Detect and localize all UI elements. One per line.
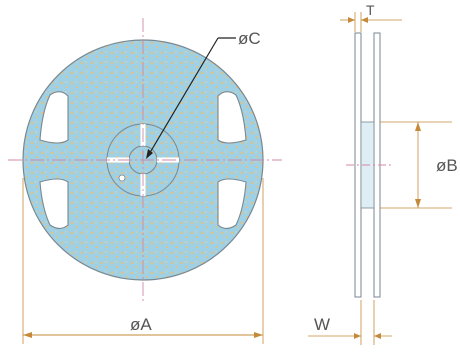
width-w-label: W [314, 315, 330, 334]
diameter-c-arrow [146, 149, 153, 159]
diameter-a-arrow-right [254, 332, 263, 338]
diameter-b-arrow-top [415, 122, 421, 131]
diameter-b-arrow-bottom [415, 199, 421, 208]
reel-window-left [39, 91, 69, 144]
width-w-arrow-left [354, 333, 361, 339]
reel-window-right-lower [217, 178, 247, 230]
width-w-arrow-right [374, 333, 381, 339]
reel-side-view: T øB W [308, 2, 458, 345]
reel-hub-hole [118, 174, 126, 182]
thickness-t-arrow-left [348, 17, 355, 23]
reel-front-view: øC øA [8, 18, 282, 344]
reel-window-right [217, 91, 247, 144]
reel-window-left-lower [39, 178, 69, 230]
diameter-b-label: øB [436, 156, 458, 175]
thickness-t-arrow-right [361, 17, 368, 23]
thickness-t-label: T [366, 2, 375, 18]
diameter-c-label: øC [238, 29, 261, 48]
diameter-c-leader [147, 37, 219, 157]
diameter-a-arrow-left [23, 332, 32, 338]
diameter-a-label: øA [130, 315, 152, 334]
